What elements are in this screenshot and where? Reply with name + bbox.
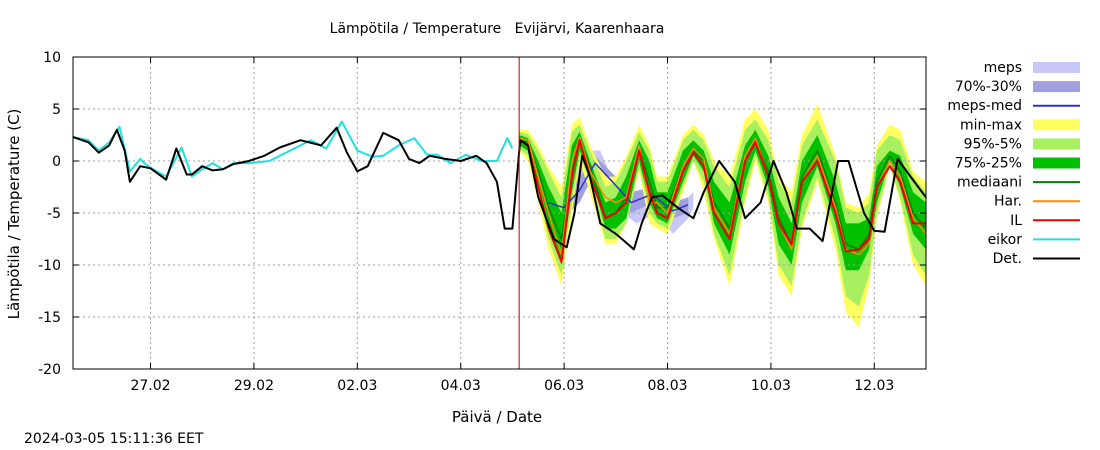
x-tick-label: 29.02 (234, 378, 274, 394)
x-tick-label: 02.03 (337, 378, 377, 394)
legend-swatch (1033, 119, 1080, 131)
legend-label: Det. (993, 251, 1022, 267)
x-axis-title: Päivä / Date (452, 408, 542, 426)
x-tick-label: 12.03 (854, 378, 894, 394)
axis-tick-labels: 27.02 29.02 02.03 04.03 06.03 08.03 10.03 12.03… (38, 50, 894, 394)
y-tick-label: 10 (43, 50, 61, 66)
axis-ticks (73, 56, 926, 370)
legend-swatch (1033, 157, 1080, 169)
legend-label: meps-med (947, 98, 1022, 114)
y-tick-label: -20 (38, 362, 61, 378)
legend-label: meps (984, 60, 1022, 76)
il-line (518, 139, 926, 263)
y-tick-label: 5 (52, 102, 61, 118)
grid-layer (73, 57, 926, 369)
legend-label: mediaani (957, 175, 1022, 191)
legend-swatch (1033, 138, 1080, 150)
legend-swatch (1033, 81, 1080, 93)
x-tick-label: 04.03 (441, 378, 481, 394)
legend-label: 95%-5% (964, 136, 1022, 152)
x-tick-label: 08.03 (647, 378, 687, 394)
x-tick-label: 06.03 (544, 378, 584, 394)
series-layer (72, 120, 927, 263)
legend-label: 70%-30% (955, 79, 1022, 95)
legend-label: 75%-25% (955, 156, 1022, 172)
legend: meps 70%-30% meps-med min-max 95%-5% 75%-25% m… (947, 60, 1080, 267)
y-tick-label: -10 (38, 258, 61, 274)
chart-title: Lämpötila / Temperature Evijärvi, Kaaren… (330, 21, 665, 37)
legend-label: Har. (994, 194, 1022, 210)
legend-label: IL (1010, 213, 1022, 229)
y-axis-title: Lämpötila / Temperature (C) (5, 109, 23, 320)
timestamp: 2024-03-05 15:11:36 EET (24, 431, 204, 447)
x-tick-label: 10.03 (751, 378, 791, 394)
y-tick-label: -5 (47, 206, 61, 222)
p75-25-band (519, 129, 926, 271)
legend-label: min-max (960, 117, 1022, 133)
x-tick-label: 27.02 (130, 378, 170, 394)
legend-label: eikor (988, 232, 1023, 248)
det-line (72, 126, 927, 251)
y-tick-label: 0 (52, 154, 61, 170)
legend-swatch (1033, 62, 1080, 73)
y-tick-label: -15 (38, 310, 61, 326)
